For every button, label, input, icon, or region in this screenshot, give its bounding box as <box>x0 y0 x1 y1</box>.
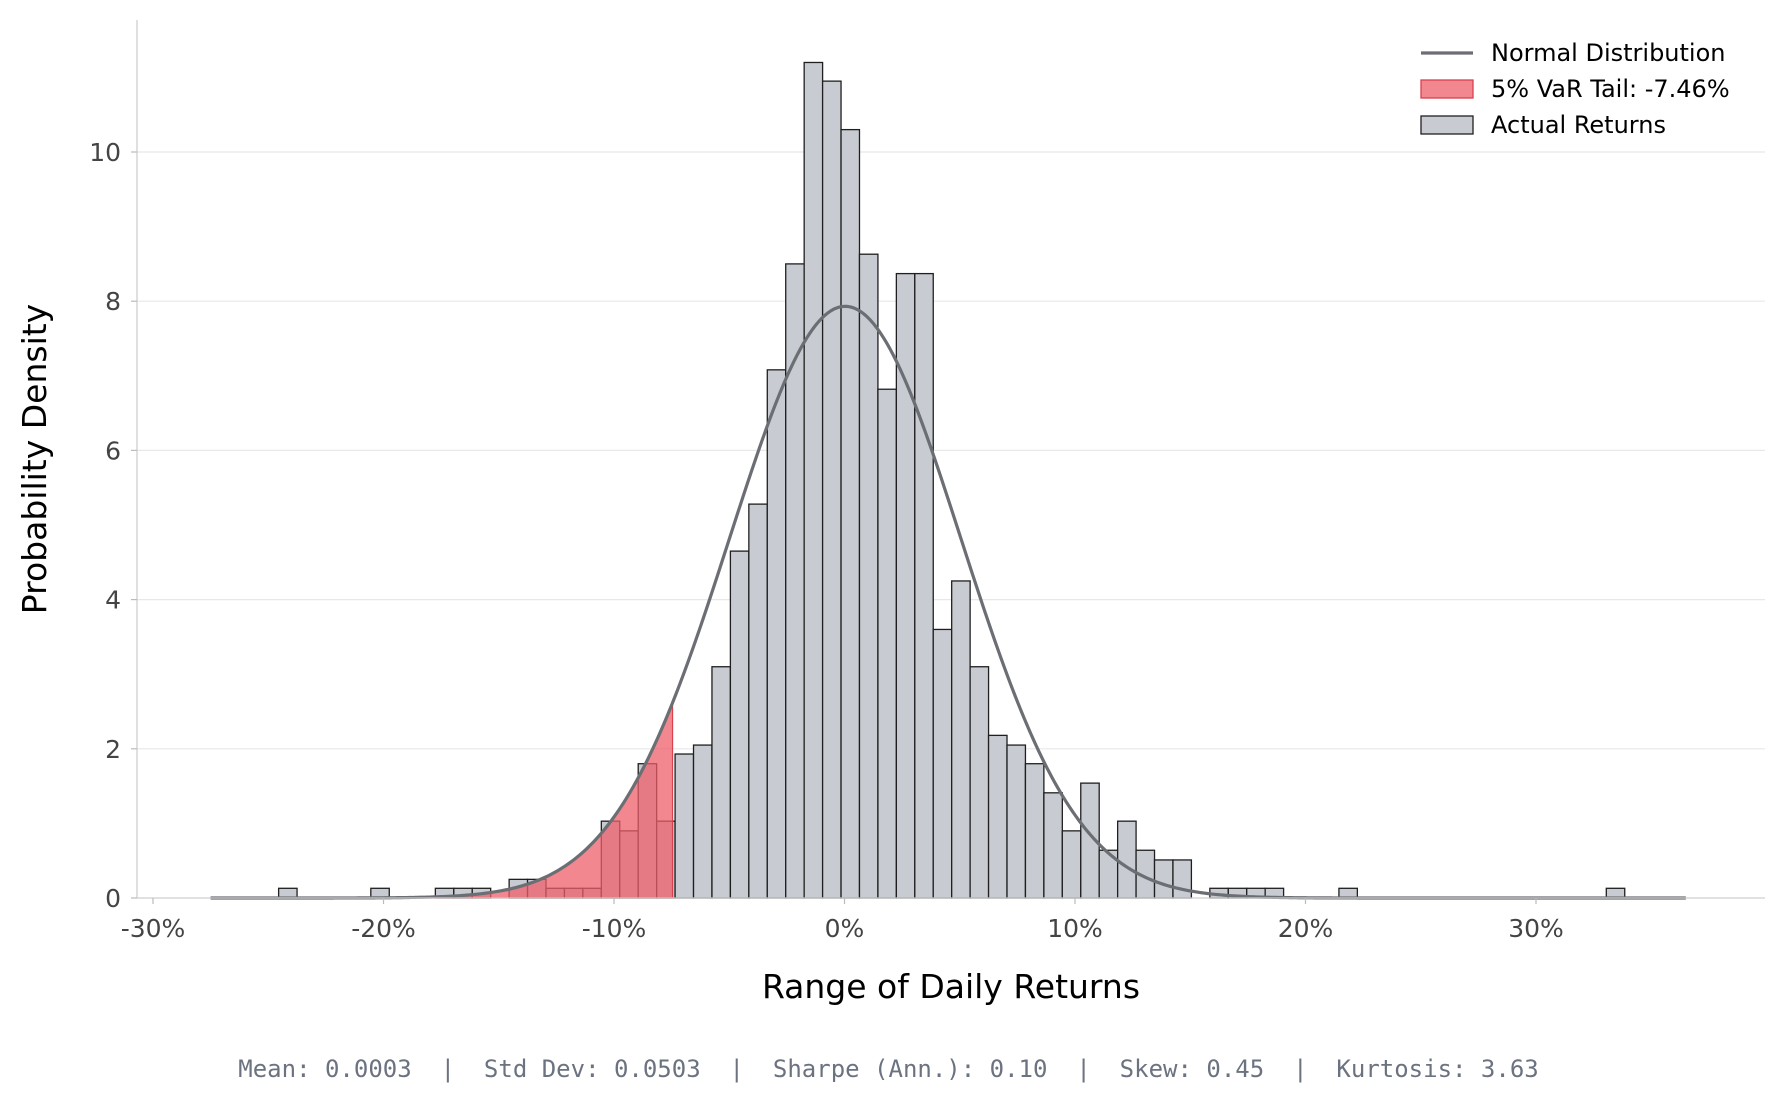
histogram-bar <box>1006 744 1027 899</box>
var-tail-fill <box>210 702 674 899</box>
histogram-bar <box>914 272 934 899</box>
y-tick-label: 0 <box>105 884 121 913</box>
grid-lines <box>137 151 1765 750</box>
legend-patch-swatch <box>1420 115 1474 135</box>
histogram-bar <box>803 61 824 899</box>
histogram-bar <box>1116 820 1137 899</box>
legend: Normal Distribution 5% VaR Tail: -7.46% Ac… <box>1420 39 1730 139</box>
y-tick-label: 10 <box>89 138 121 167</box>
legend-patch-swatch <box>1420 79 1474 99</box>
histogram-bar <box>766 369 787 899</box>
histogram-bar <box>951 580 971 899</box>
histogram-bar <box>1172 859 1193 899</box>
x-tick-label: 10% <box>1047 914 1103 943</box>
histogram-bar <box>840 128 861 899</box>
y-tick-label: 2 <box>105 735 121 764</box>
x-tick-label: 20% <box>1278 914 1334 943</box>
y-axis-label: Probability Density <box>15 304 54 614</box>
legend-label: 5% VaR Tail: -7.46% <box>1491 75 1730 103</box>
histogram-bar <box>969 666 990 899</box>
y-tick-label: 4 <box>105 586 121 615</box>
histogram-bar <box>1024 763 1045 899</box>
x-tick-label: 0% <box>825 914 865 943</box>
histogram-bar <box>932 628 953 899</box>
histogram-bar <box>1153 859 1174 899</box>
histogram-bar <box>821 80 842 899</box>
summary-statistics: Mean: 0.0003 | Std Dev: 0.0503 | Sharpe … <box>238 1055 1539 1083</box>
histogram-bar <box>711 666 732 899</box>
histogram-bar <box>1061 830 1082 899</box>
y-tick-label: 8 <box>105 287 121 316</box>
histogram-bar <box>858 253 879 899</box>
histogram-bar <box>987 734 1008 899</box>
x-tick-label: 30% <box>1508 914 1564 943</box>
histogram-bar <box>877 388 898 899</box>
var-tail-area <box>210 702 674 899</box>
histogram-bar <box>674 753 695 899</box>
histogram-bar <box>729 550 750 899</box>
histogram-bar <box>748 503 768 899</box>
legend-label: Normal Distribution <box>1491 39 1725 67</box>
x-tick-label: -30% <box>121 914 186 943</box>
x-tick-label: -20% <box>351 914 416 943</box>
histogram-bar <box>692 744 713 899</box>
histogram-bars <box>277 61 1626 899</box>
x-axis-label: Range of Daily Returns <box>762 967 1140 1006</box>
x-tick-label: -10% <box>582 914 647 943</box>
axes <box>136 20 1765 899</box>
tick-labels: -30% -20% -10% 0% 10% 20% 30% 0 2 4 6 8 10 <box>89 138 1564 943</box>
legend-label: Actual Returns <box>1491 111 1666 139</box>
y-tick-label: 6 <box>105 436 121 465</box>
histogram-bar <box>1043 792 1063 899</box>
